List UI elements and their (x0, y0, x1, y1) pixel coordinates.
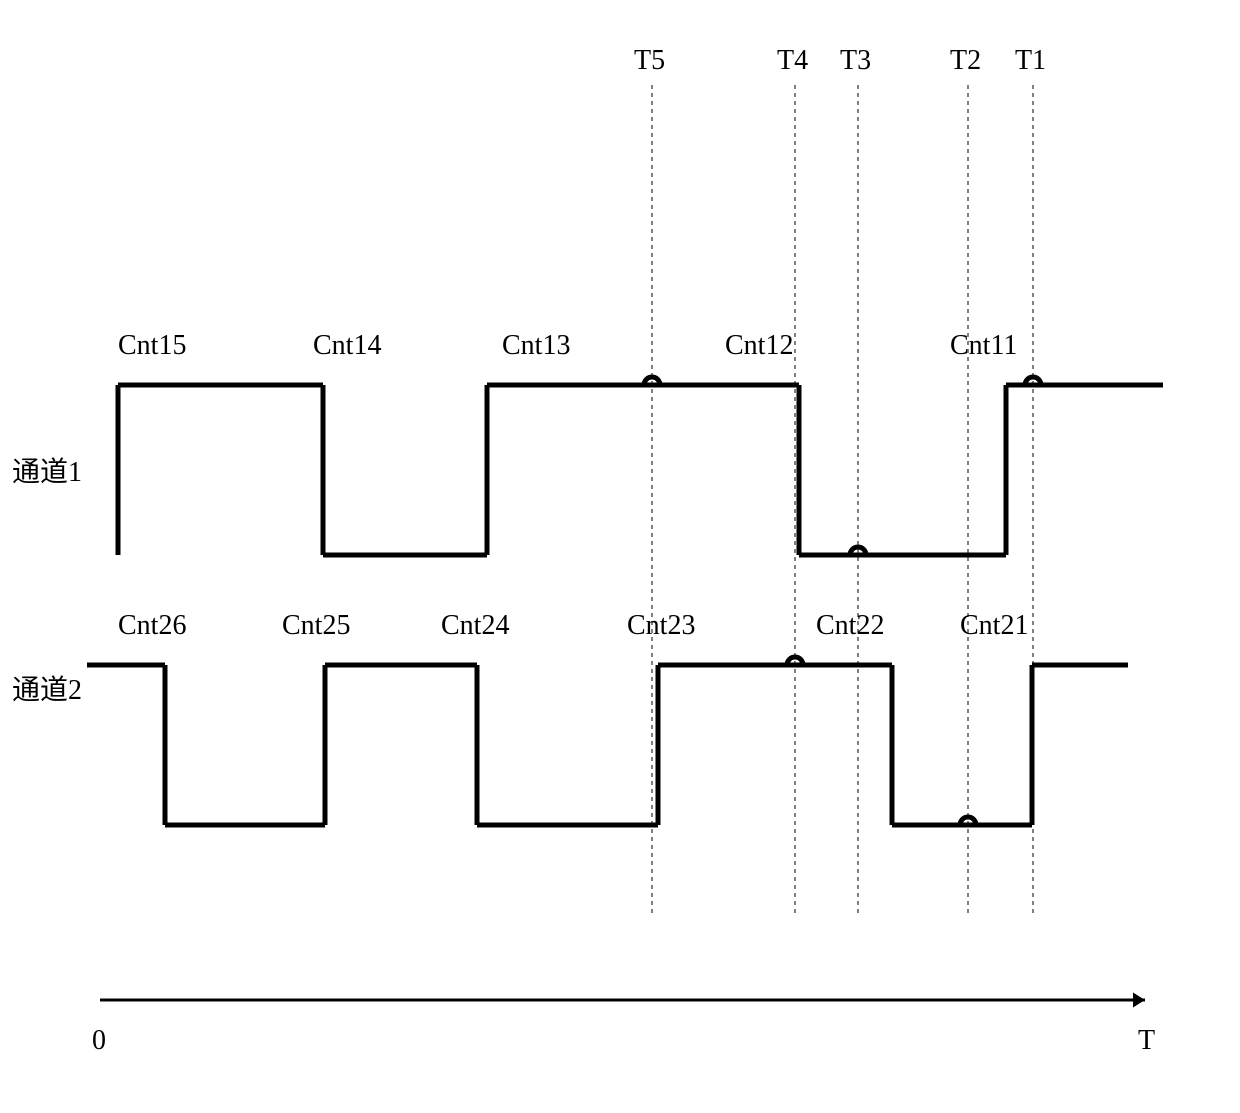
channel1-label: 通道1 (12, 450, 82, 490)
time-marker-label-T2: T2 (950, 45, 981, 77)
time-marker-label-T4: T4 (777, 45, 808, 77)
time-marker-label-T3: T3 (840, 45, 871, 77)
ch1-counter-3: Cnt12 (725, 330, 793, 362)
ch2-counter-5: Cnt21 (960, 610, 1028, 642)
time-marker-label-T5: T5 (634, 45, 665, 77)
time-axis-end: T (1138, 1025, 1155, 1057)
ch2-counter-4: Cnt22 (816, 610, 884, 642)
ch2-counter-3: Cnt23 (627, 610, 695, 642)
ch2-counter-2: Cnt24 (441, 610, 509, 642)
diagram-svg (0, 0, 1240, 1113)
ch1-counter-0: Cnt15 (118, 330, 186, 362)
time-axis-origin: 0 (92, 1025, 106, 1057)
ch1-counter-2: Cnt13 (502, 330, 570, 362)
ch2-counter-1: Cnt25 (282, 610, 350, 642)
time-marker-label-T1: T1 (1015, 45, 1046, 77)
ch1-counter-4: Cnt11 (950, 330, 1017, 362)
ch2-counter-0: Cnt26 (118, 610, 186, 642)
channel2-label: 通道2 (12, 668, 82, 708)
timing-diagram: T5 T4 T3 T2 T1 通道1 Cnt15 Cnt14 Cnt13 Cnt12 Cnt11 通道… (0, 0, 1240, 1113)
ch1-counter-1: Cnt14 (313, 330, 381, 362)
